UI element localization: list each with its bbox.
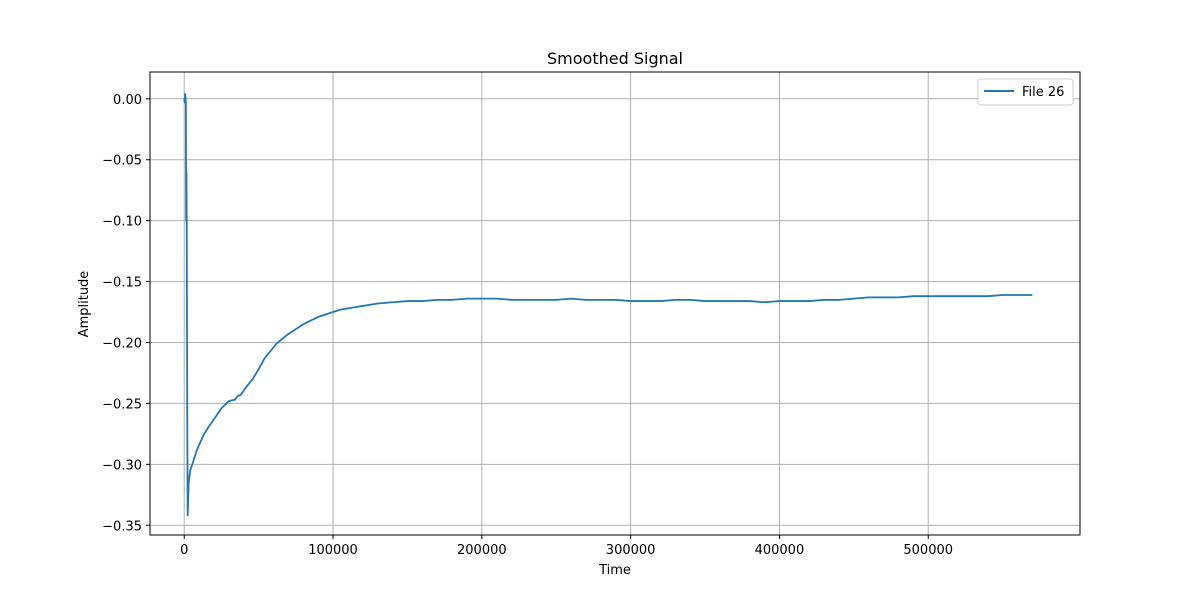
y-tick-label: −0.25 (102, 397, 142, 412)
y-tick-label: −0.05 (102, 154, 142, 169)
x-tick-label: 200000 (457, 543, 507, 558)
y-tick-label: −0.15 (102, 276, 142, 291)
series-line-file-26 (183, 93, 1033, 517)
y-tick-label: −0.30 (102, 458, 142, 473)
x-tick-label: 100000 (308, 543, 358, 558)
chart-title: Smoothed Signal (547, 49, 683, 68)
legend: File 26 (977, 78, 1074, 106)
x-axis-label: Time (598, 563, 631, 578)
x-tick-label: 300000 (606, 543, 656, 558)
axis-ticks: 0 100000 200000 300000 400000 500000 0.00 −0.05… (102, 93, 953, 558)
y-tick-label: 0.00 (113, 93, 142, 108)
series-layer (183, 93, 1033, 517)
legend-box (977, 78, 1074, 106)
legend-label-file-26: File 26 (1022, 85, 1064, 100)
y-axis-label: Amplitude (77, 271, 92, 338)
y-tick-label: −0.10 (102, 215, 142, 230)
plot-area-frame (149, 71, 1081, 536)
y-tick-label: −0.35 (102, 519, 142, 534)
y-tick-label: −0.20 (102, 336, 142, 351)
x-tick-label: 500000 (903, 543, 953, 558)
x-tick-label: 0 (180, 543, 188, 558)
x-tick-label: 400000 (755, 543, 805, 558)
grid-lines (150, 72, 1080, 535)
